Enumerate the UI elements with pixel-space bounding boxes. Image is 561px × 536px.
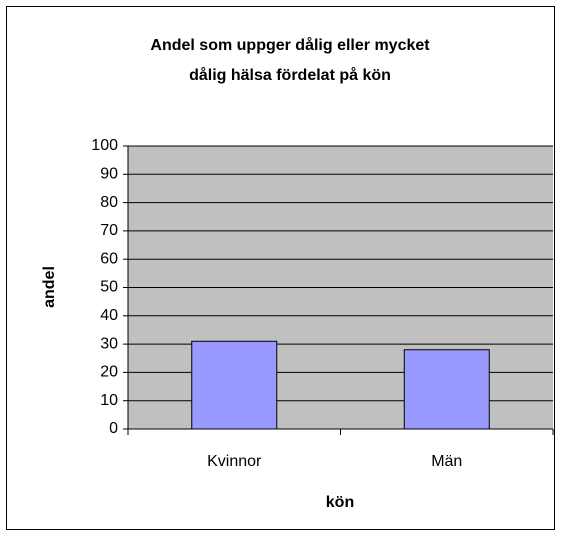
bar xyxy=(403,349,490,430)
x-tick-label: Kvinnor xyxy=(207,453,262,470)
x-tick-label: Män xyxy=(431,453,462,470)
x-axis-label: kön xyxy=(326,494,354,511)
y-tick-label: 100 xyxy=(91,137,118,154)
y-tick-label: 70 xyxy=(100,222,118,239)
y-tick-label: 30 xyxy=(100,335,118,352)
y-tick-label: 0 xyxy=(109,420,118,437)
y-tick-label: 90 xyxy=(100,166,118,183)
y-tick-label: 60 xyxy=(100,250,118,267)
y-tick-label: 10 xyxy=(100,392,118,409)
y-tick-label: 50 xyxy=(100,279,118,296)
chart-title: dålig hälsa fördelat på kön xyxy=(189,66,391,84)
y-tick-label: 20 xyxy=(100,364,118,381)
y-axis-label: andel xyxy=(41,266,58,308)
y-tick-label: 80 xyxy=(100,194,118,211)
chart-title: Andel som uppger dålig eller mycket xyxy=(150,36,430,54)
y-tick-label: 40 xyxy=(100,307,118,324)
bar xyxy=(191,340,278,430)
